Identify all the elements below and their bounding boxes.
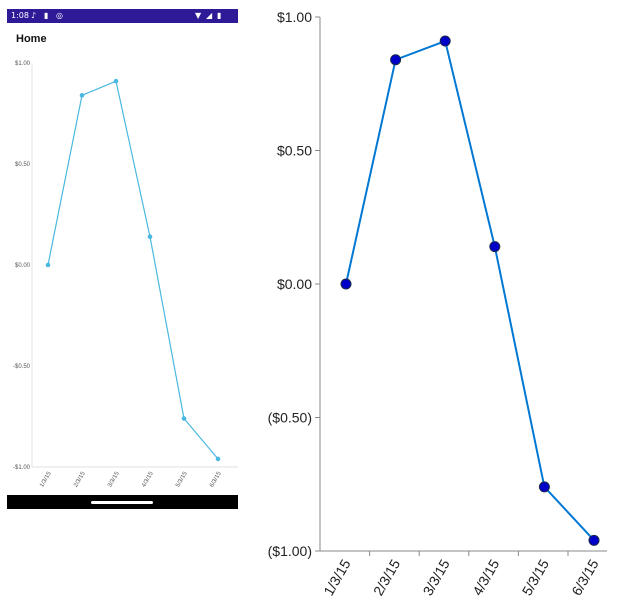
y-tick-label: $0.50 <box>277 142 312 158</box>
data-point <box>79 93 85 98</box>
phone-line-chart: $1.00 $0.50 $0.00 -$0.50 -$1.00 1/3/15 2/3/15 3… <box>13 61 238 488</box>
data-point <box>45 262 51 268</box>
x-tick-label: 2/3/15 <box>370 556 403 598</box>
navigation-bar <box>7 495 238 509</box>
y-tick-label: $1.00 <box>15 61 31 67</box>
data-point <box>489 241 501 253</box>
x-tick-label: 1/3/15 <box>39 470 53 488</box>
y-tick-label: $0.00 <box>15 263 31 269</box>
x-tick-label: 4/3/15 <box>141 470 155 488</box>
y-tick-label: $1.00 <box>277 9 312 25</box>
data-point <box>439 35 451 47</box>
x-tick-label: 6/3/15 <box>209 470 223 488</box>
series-line <box>47 80 219 460</box>
data-point <box>390 54 402 66</box>
data-point <box>181 416 187 421</box>
data-point <box>340 278 352 290</box>
data-point <box>147 234 153 240</box>
data-point <box>113 78 119 84</box>
x-tick-label: 1/3/15 <box>320 556 353 598</box>
y-tick-label: $0.50 <box>15 162 31 168</box>
signal-icon: ◢ <box>206 11 213 20</box>
y-tick-label: $0.00 <box>277 276 312 292</box>
x-tick-label: 3/3/15 <box>419 556 452 598</box>
data-point <box>588 534 600 546</box>
series-line <box>345 39 595 542</box>
status-bar: 1:08 ♪ ▮ ◎ ▼ ◢ ▮ <box>7 9 238 23</box>
y-tick-label: -$1.00 <box>13 465 31 471</box>
wifi-icon: ▼ <box>195 11 202 20</box>
desktop-line-chart: $1.00 $0.50 $0.00 ($0.50) ($1.00) 1/3/15 2/3/1… <box>268 9 607 598</box>
data-point <box>215 456 221 462</box>
mic-icon: ♪ <box>31 11 37 20</box>
sd-card-icon: ▮ <box>44 11 49 20</box>
x-tick-label: 6/3/15 <box>568 556 601 598</box>
status-time: 1:08 <box>11 11 29 20</box>
x-tick-label: 5/3/15 <box>175 470 189 488</box>
x-tick-label: 3/3/15 <box>107 470 121 488</box>
x-tick-label: 2/3/15 <box>73 470 87 488</box>
y-tick-label: -$0.50 <box>13 364 31 370</box>
globe-icon: ◎ <box>56 11 63 20</box>
home-gesture-handle[interactable] <box>91 501 153 504</box>
y-tick-label: ($0.50) <box>268 409 312 425</box>
x-tick-label: 4/3/15 <box>469 556 502 598</box>
battery-icon: ▮ <box>217 11 222 20</box>
phone-screen: 1:08 ♪ ▮ ◎ ▼ ◢ ▮ Home $1.00 $0.50 $0.00 -$0… <box>7 9 238 509</box>
x-tick-label: 5/3/15 <box>519 556 552 598</box>
data-point <box>538 481 550 493</box>
page-title: Home <box>16 33 47 45</box>
y-tick-label: ($1.00) <box>268 543 312 559</box>
